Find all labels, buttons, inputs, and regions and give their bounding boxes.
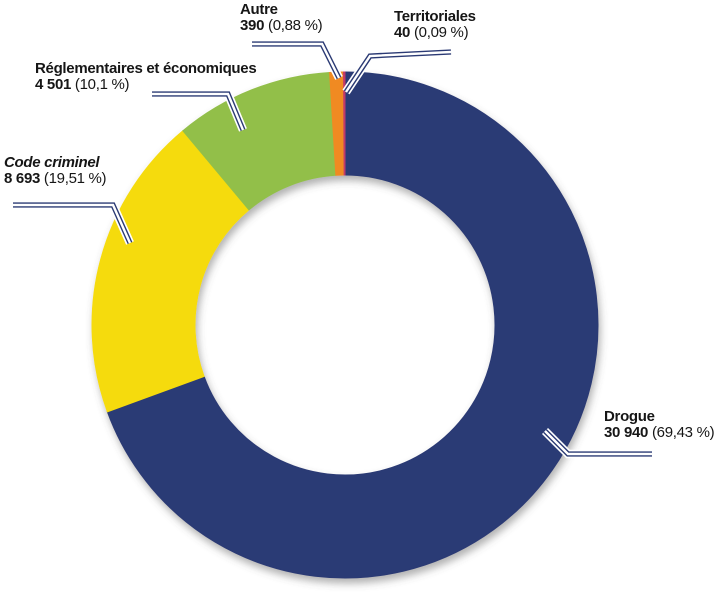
- slice-code-criminel: [91, 130, 250, 413]
- label-drogue-value: 30 940: [604, 424, 649, 441]
- leader-line-code-criminel: [13, 200, 134, 245]
- slice-drogue: [106, 71, 599, 579]
- leader-line-drogue: [541, 427, 652, 459]
- label-reglementaires-pct: (10,1 %): [74, 76, 130, 93]
- slice-territoriales: [343, 71, 346, 176]
- label-autre-value: 390: [240, 17, 265, 34]
- label-drogue-pct: (69,43 %): [651, 424, 715, 441]
- donut-slices: [91, 71, 599, 579]
- label-autre-pct: (0,88 %): [268, 17, 323, 34]
- label-territoriales-name: Territoriales: [394, 8, 476, 25]
- label-reglementaires: Réglementaires et économiques 4 501 (10,…: [35, 60, 257, 93]
- leader-line-autre: [252, 39, 343, 80]
- label-territoriales-value: 40: [394, 24, 411, 41]
- label-autre: Autre 390 (0,88 %): [240, 1, 323, 34]
- label-code-criminel-pct: (19,51 %): [43, 170, 107, 187]
- label-drogue: Drogue 30 940 (69,43 %): [604, 408, 715, 441]
- label-code-criminel: Code criminel 8 693 (19,51 %): [4, 154, 107, 187]
- label-code-criminel-value: 8 693: [4, 170, 41, 187]
- label-code-criminel-name: Code criminel: [4, 154, 100, 171]
- label-drogue-name: Drogue: [604, 408, 655, 425]
- leader-line-territoriales: [342, 47, 452, 95]
- label-autre-name: Autre: [240, 1, 278, 18]
- leader-line-reglementaires: [152, 89, 247, 132]
- label-territoriales: Territoriales 40 (0,09 %): [394, 9, 476, 41]
- label-reglementaires-value: 4 501: [35, 76, 72, 93]
- label-reglementaires-name: Réglementaires et économiques: [35, 60, 257, 77]
- label-territoriales-pct: (0,09 %): [413, 24, 469, 41]
